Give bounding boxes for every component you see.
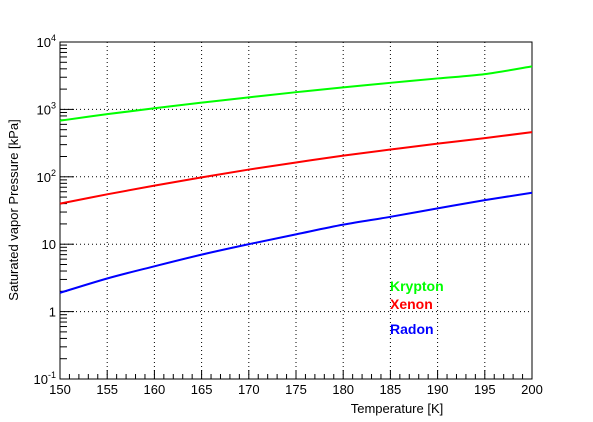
y-tick-label: 102 bbox=[37, 168, 56, 185]
series-line-krypton bbox=[59, 65, 533, 122]
series-line-xenon bbox=[59, 131, 533, 205]
x-tick-label: 160 bbox=[144, 382, 166, 397]
y-tick-exponent: 2 bbox=[51, 168, 56, 178]
x-tick-label: 195 bbox=[474, 382, 496, 397]
y-tick-base: 10 bbox=[37, 102, 51, 117]
legend: Krypton Xenon Radon bbox=[390, 278, 444, 337]
x-tick-label: 155 bbox=[96, 382, 118, 397]
y-tick-label: 10-1 bbox=[34, 370, 56, 387]
x-tick-label: 175 bbox=[285, 382, 307, 397]
y-tick-exponent: 3 bbox=[51, 100, 56, 110]
axis-ticks bbox=[59, 41, 533, 380]
grid-lines bbox=[60, 42, 532, 379]
x-tick-label: 170 bbox=[238, 382, 260, 397]
series-line-radon bbox=[59, 191, 533, 294]
x-tick-label: 185 bbox=[380, 382, 402, 397]
x-tick-label: 150 bbox=[49, 382, 71, 397]
y-tick-label: 104 bbox=[37, 33, 56, 50]
x-tick-label: 190 bbox=[427, 382, 449, 397]
x-tick-labels: 150 155 160 165 170 175 180 185 190 195 200 bbox=[49, 382, 543, 397]
x-tick-label: 180 bbox=[332, 382, 354, 397]
legend-label-krypton: Krypton bbox=[390, 278, 444, 294]
y-tick-base: 10 bbox=[37, 170, 51, 185]
series-layer bbox=[59, 65, 533, 294]
y-tick-base: 10 bbox=[34, 372, 48, 387]
legend-label-radon: Radon bbox=[390, 321, 434, 337]
y-tick-label: 1 bbox=[49, 305, 56, 320]
y-tick-label: 103 bbox=[37, 100, 56, 117]
y-tick-exponent: -1 bbox=[48, 370, 56, 380]
y-tick-label: 10 bbox=[42, 237, 56, 252]
y-tick-base: 10 bbox=[37, 35, 51, 50]
legend-label-xenon: Xenon bbox=[390, 296, 433, 312]
x-axis-title: Temperature [K] bbox=[351, 401, 444, 416]
y-axis-title: Saturated vapor Pressure [kPa] bbox=[6, 119, 21, 300]
y-tick-exponent: 4 bbox=[51, 33, 56, 43]
x-tick-label: 200 bbox=[521, 382, 543, 397]
x-tick-label: 165 bbox=[191, 382, 213, 397]
